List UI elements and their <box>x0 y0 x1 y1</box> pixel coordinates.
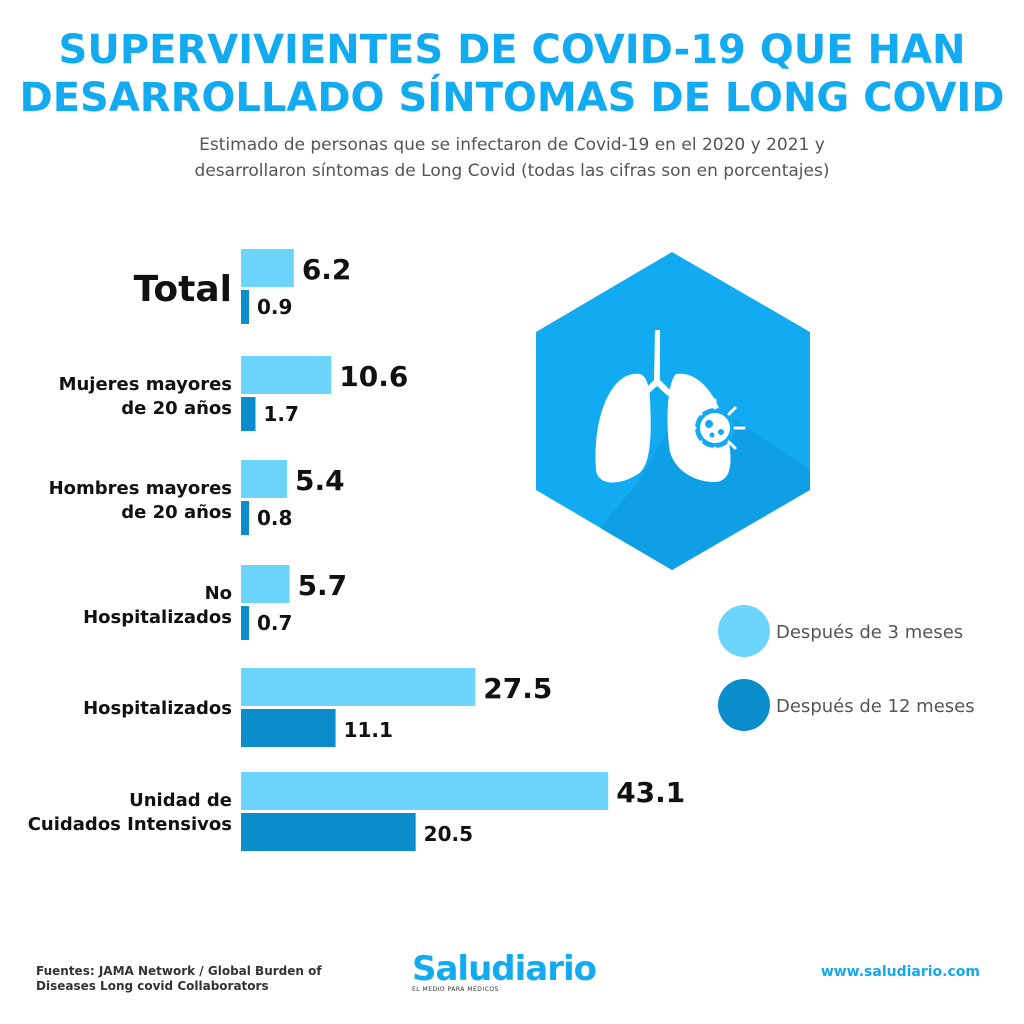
bars-group: 6.2 0.9 Total 10.6 1.7 Mujeres mayores de 20 a… <box>28 249 685 851</box>
brand-name: Saludiario <box>412 949 597 989</box>
virus-icon <box>685 398 746 458</box>
legend-swatch-3-meses <box>718 605 770 657</box>
trachea-icon <box>642 330 672 396</box>
title-line-2: DESARROLLADO SÍNTOMAS DE LONG COVID <box>19 75 1005 121</box>
subtitle: Estimado de personas que se infectaron d… <box>0 132 1024 184</box>
category-label-0-0: Total <box>134 269 232 310</box>
legend-label-3-meses: Después de 3 meses <box>776 622 963 643</box>
value-label-3-meses-1: 10.6 <box>339 360 408 393</box>
legend: Después de 3 meses Después de 12 meses <box>718 605 975 731</box>
category-label-5-0: Unidad de <box>129 790 232 811</box>
brand-logo: Saludiario EL MEDIO PARA MÉDICOS <box>412 950 622 993</box>
left-lung-icon <box>595 373 651 483</box>
bar-12-meses-2 <box>241 501 249 535</box>
bar-12-meses-3 <box>241 606 249 640</box>
title-line-1: SUPERVIVIENTES DE COVID-19 QUE HAN <box>58 27 966 73</box>
bar-3-meses-5 <box>241 772 609 810</box>
value-label-3-meses-2: 5.4 <box>295 464 345 497</box>
brand-tagline: EL MEDIO PARA MÉDICOS <box>412 986 499 993</box>
category-label-3-0: No <box>205 583 232 604</box>
category-label-2-0: Hombres mayores <box>49 478 232 499</box>
value-label-3-meses-4: 27.5 <box>483 672 552 705</box>
website-link[interactable]: www.saludiario.com <box>820 964 980 980</box>
bar-3-meses-0 <box>241 249 294 287</box>
value-label-12-meses-5: 20.5 <box>424 822 473 846</box>
value-label-12-meses-2: 0.8 <box>257 506 292 530</box>
bar-3-meses-4 <box>241 668 476 706</box>
category-label-5-1: Cuidados Intensivos <box>28 814 232 835</box>
value-label-3-meses-0: 6.2 <box>302 253 352 286</box>
sources-line-2: Diseases Long covid Collaborators <box>36 979 269 993</box>
page-title: SUPERVIVIENTES DE COVID-19 QUE HAN DESAR… <box>0 26 1024 122</box>
bar-12-meses-1 <box>241 397 256 431</box>
bar-3-meses-2 <box>241 460 288 498</box>
legend-swatch-12-meses <box>718 679 770 731</box>
value-label-3-meses-3: 5.7 <box>298 569 348 602</box>
category-label-1-1: de 20 años <box>121 398 232 419</box>
bar-3-meses-3 <box>241 565 290 603</box>
category-label-4-0: Hospitalizados <box>83 698 232 719</box>
value-label-3-meses-5: 43.1 <box>616 776 685 809</box>
value-label-12-meses-1: 1.7 <box>263 402 298 426</box>
bar-12-meses-4 <box>241 709 336 747</box>
sources-note: Fuentes: JAMA Network / Global Burden of… <box>36 964 356 994</box>
value-label-12-meses-3: 0.7 <box>257 611 292 635</box>
category-label-3-1: Hospitalizados <box>83 607 232 628</box>
subtitle-line-1: Estimado de personas que se infectaron d… <box>199 135 825 155</box>
category-label-1-0: Mujeres mayores <box>59 374 232 395</box>
value-label-12-meses-0: 0.9 <box>257 295 292 319</box>
value-label-12-meses-4: 11.1 <box>344 718 393 742</box>
bar-12-meses-0 <box>241 290 249 324</box>
bar-12-meses-5 <box>241 813 416 851</box>
lungs-virus-icon <box>536 252 810 570</box>
subtitle-line-2: desarrollaron síntomas de Long Covid (to… <box>194 161 830 181</box>
category-label-2-1: de 20 años <box>121 502 232 523</box>
legend-label-12-meses: Después de 12 meses <box>776 696 975 717</box>
bar-chart: 6.2 0.9 Total 10.6 1.7 Mujeres mayores de 20 a… <box>28 249 975 851</box>
bar-3-meses-1 <box>241 356 332 394</box>
sources-line-1: Fuentes: JAMA Network / Global Burden of <box>36 964 322 978</box>
